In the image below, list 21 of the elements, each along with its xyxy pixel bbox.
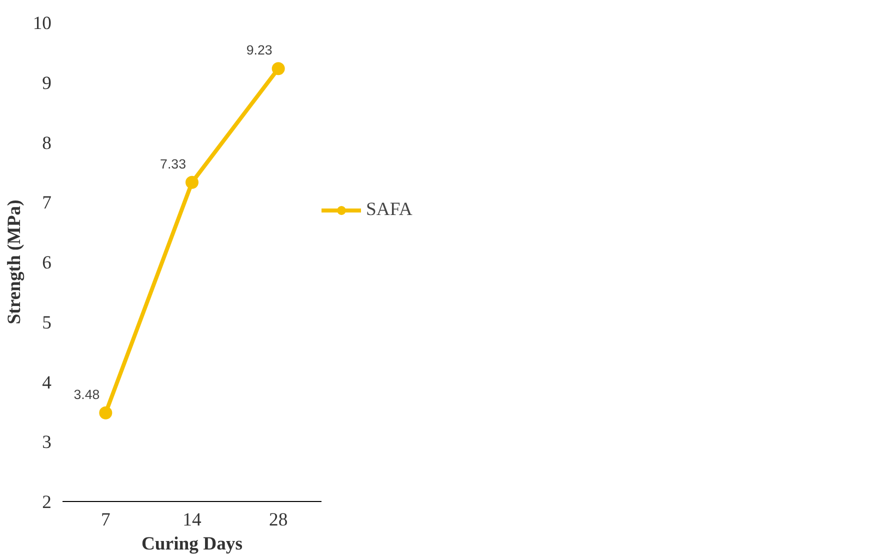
y-tick-label: 7 — [42, 192, 52, 214]
y-tick-label: 10 — [32, 13, 52, 34]
y-tick-label: 8 — [42, 132, 52, 154]
y-tick-label: 4 — [42, 372, 52, 394]
point — [99, 406, 112, 420]
point — [272, 62, 285, 76]
y-tick-label: 2 — [42, 492, 52, 513]
point — [186, 176, 198, 189]
x-tick-label: 7 — [101, 510, 110, 530]
legend-label: SAFA — [366, 199, 412, 221]
y-tick-label: 3 — [42, 432, 52, 454]
y-axis-title: Strength (MPa) — [4, 200, 25, 324]
data-label: 9.23 — [246, 42, 272, 58]
data-label: 3.48 — [74, 386, 100, 402]
y-tick-label: 6 — [42, 252, 52, 274]
x-tick-label: 28 — [269, 510, 288, 530]
y-tick-label: 9 — [42, 72, 52, 94]
x-tick-label: 14 — [182, 510, 202, 530]
data-label: 7.33 — [160, 156, 186, 172]
x-axis-title: Curing Days — [141, 534, 243, 554]
y-tick-label: 5 — [42, 312, 52, 334]
